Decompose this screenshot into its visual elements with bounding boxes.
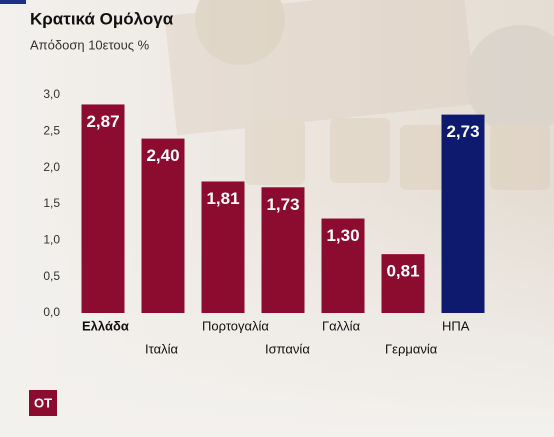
y-tick-label: 1,5 bbox=[43, 196, 60, 210]
x-tick-label: Γαλλία bbox=[322, 318, 361, 333]
logo: OT bbox=[34, 395, 52, 410]
bar bbox=[321, 218, 365, 313]
x-tick-label: Ιταλία bbox=[145, 341, 178, 356]
logo-box bbox=[29, 390, 57, 416]
y-tick-label: 1,0 bbox=[43, 233, 60, 247]
background-decoration bbox=[164, 0, 554, 190]
bar bbox=[141, 138, 185, 313]
x-tick-label: Γερμανία bbox=[385, 341, 438, 356]
x-tick-label: Ελλάδα bbox=[82, 318, 129, 333]
bar bbox=[81, 104, 125, 314]
y-tick-label: 2,0 bbox=[43, 160, 60, 174]
value-label: 1,81 bbox=[206, 189, 239, 208]
bar bbox=[441, 114, 485, 314]
bar bbox=[261, 187, 305, 313]
bar bbox=[201, 181, 245, 313]
chart-subtitle: Απόδοση 10ετους % bbox=[30, 37, 150, 52]
y-tick-label: 3,0 bbox=[43, 87, 60, 101]
y-tick-label: 0,5 bbox=[43, 269, 60, 283]
y-tick-label: 2,5 bbox=[43, 124, 60, 138]
value-label: 1,73 bbox=[266, 195, 299, 214]
value-label: 2,73 bbox=[446, 122, 479, 141]
x-tick-label: Ισπανία bbox=[265, 341, 310, 356]
value-label: 0,81 bbox=[386, 262, 419, 281]
corner-accent bbox=[0, 0, 26, 4]
x-tick-label: Πορτογαλία bbox=[202, 318, 269, 333]
y-tick-label: 0,0 bbox=[43, 305, 60, 319]
value-label: 2,40 bbox=[146, 146, 179, 165]
bar bbox=[381, 254, 425, 313]
value-label: 1,30 bbox=[326, 226, 359, 245]
value-label: 2,87 bbox=[86, 112, 119, 131]
x-tick-label: ΗΠΑ bbox=[442, 318, 470, 333]
chart-title: Κρατικά Ομόλογα bbox=[30, 9, 174, 28]
